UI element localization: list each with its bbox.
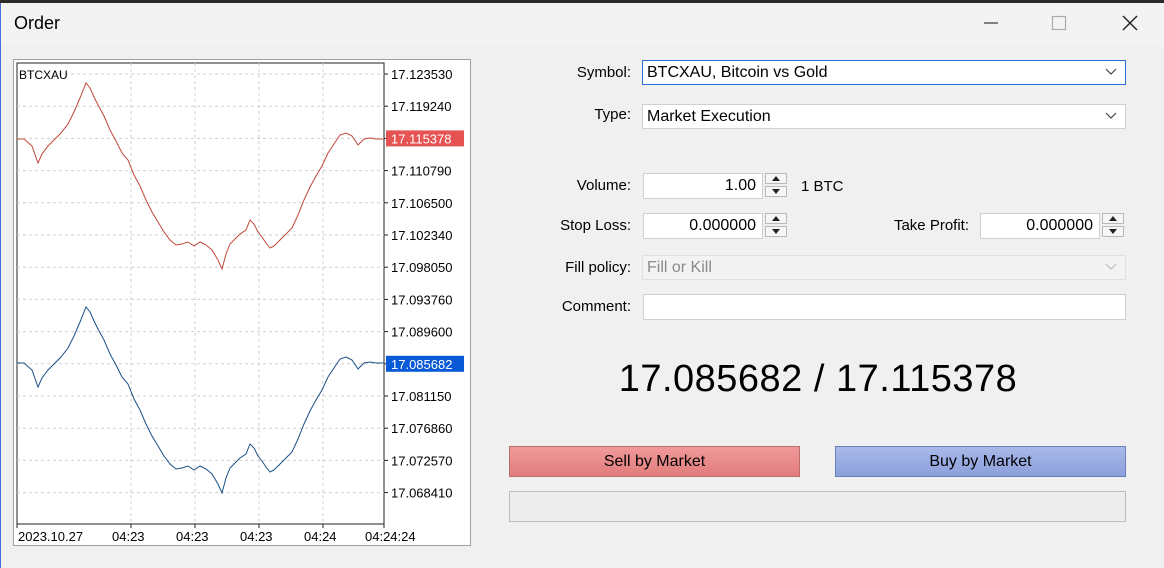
minimize-button[interactable] [963, 3, 1019, 43]
tick-chart: 17.123530 17.119240 17.115378 17.110790 17.1… [13, 59, 471, 546]
bid-price-line [17, 306, 384, 495]
minimize-icon [984, 22, 998, 24]
status-bar [509, 491, 1126, 522]
maximize-button[interactable] [1031, 3, 1087, 43]
background-window-strip [0, 0, 1164, 4]
symbol-label: Symbol: [576, 64, 631, 81]
chevron-down-icon [1105, 112, 1117, 119]
plot-frame [16, 62, 385, 525]
close-button[interactable] [1102, 3, 1158, 43]
bid-ask-quote: 17.085682 / 17.115378 [618, 358, 1018, 400]
x-tick-label: 04:23 [240, 529, 273, 544]
buy-by-market-button[interactable]: Buy by Market [835, 446, 1126, 477]
take-profit-input[interactable]: 0.000000 [980, 213, 1100, 239]
y-tick-label: 17.106500 [391, 196, 452, 211]
arrow-down-icon [1109, 229, 1117, 234]
increase-button[interactable] [1102, 213, 1124, 224]
x-tick-label: 04:24:24 [365, 529, 416, 544]
decrease-button[interactable] [765, 226, 787, 237]
symbol-select[interactable]: BTCXAU, Bitcoin vs Gold [642, 60, 1126, 85]
volume-label: Volume: [576, 177, 631, 194]
comment-label: Comment: [561, 298, 631, 315]
y-tick-label: 17.115378 [391, 131, 452, 146]
volume-input[interactable]: 1.00 [643, 173, 763, 199]
chart-symbol-label: BTCXAU [19, 68, 68, 82]
take-profit-stepper[interactable] [1102, 213, 1124, 239]
arrow-up-icon [1109, 216, 1117, 221]
bid-price-tag [386, 355, 464, 372]
y-tick-label: 17.119240 [391, 99, 452, 114]
window-title: Order [14, 13, 61, 33]
title-bar: Order [1, 3, 1164, 45]
sell-by-market-button[interactable]: Sell by Market [509, 446, 800, 477]
increase-button[interactable] [765, 173, 787, 184]
fill-policy-value: Fill or Kill [647, 259, 712, 276]
arrow-down-icon [772, 189, 780, 194]
stop-loss-stepper[interactable] [765, 213, 787, 239]
y-tick-label: 17.085682 [391, 357, 452, 372]
x-tick-label: 04:24 [304, 529, 337, 544]
y-tick-label: 17.072570 [391, 453, 452, 468]
type-label: Type: [594, 106, 631, 123]
arrow-up-icon [772, 216, 780, 221]
arrow-up-icon [772, 176, 780, 181]
type-select[interactable]: Market Execution [642, 104, 1126, 129]
y-tick-label: 17.098050 [391, 260, 452, 275]
comment-input[interactable] [643, 294, 1126, 320]
arrow-down-icon [772, 229, 780, 234]
y-tick-label: 17.081150 [391, 389, 452, 404]
chevron-down-icon [1105, 68, 1117, 75]
y-tick-label: 17.110790 [391, 164, 452, 179]
close-icon [1122, 15, 1138, 31]
volume-unit: 1 BTC [801, 178, 844, 195]
decrease-button[interactable] [1102, 226, 1124, 237]
y-tick-label: 17.076860 [391, 421, 452, 436]
maximize-icon [1051, 15, 1067, 31]
volume-stepper[interactable] [765, 173, 787, 199]
type-value: Market Execution [647, 108, 771, 125]
ask-price-line [17, 82, 384, 271]
chart-canvas: 17.123530 17.119240 17.115378 17.110790 17.1… [16, 62, 464, 544]
chevron-down-icon [1105, 263, 1117, 270]
x-tick-label: 04:23 [176, 529, 209, 544]
y-tick-label: 17.123530 [391, 67, 452, 82]
take-profit-label: Take Profit: [893, 217, 969, 234]
stop-loss-input[interactable]: 0.000000 [643, 213, 763, 239]
x-tick-label: 2023.10.27 [18, 529, 83, 544]
x-tick-label: 04:23 [112, 529, 145, 544]
increase-button[interactable] [765, 213, 787, 224]
symbol-value: BTCXAU, Bitcoin vs Gold [647, 64, 828, 81]
stop-loss-label: Stop Loss: [560, 217, 631, 234]
decrease-button[interactable] [765, 186, 787, 197]
fill-policy-label: Fill policy: [565, 259, 631, 276]
ask-price-tag [386, 130, 464, 147]
fill-policy-select[interactable]: Fill or Kill [642, 255, 1126, 280]
y-tick-label: 17.102340 [391, 228, 452, 243]
y-tick-label: 17.089600 [391, 325, 452, 340]
y-tick-label: 17.093760 [391, 292, 452, 307]
y-tick-label: 17.068410 [391, 486, 452, 501]
